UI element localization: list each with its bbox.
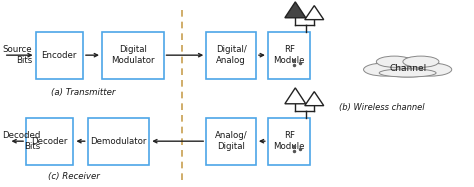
FancyBboxPatch shape (36, 32, 83, 79)
Ellipse shape (376, 56, 412, 67)
Text: Demodulator: Demodulator (91, 137, 146, 146)
Polygon shape (285, 88, 306, 104)
Text: RF
Module: RF Module (273, 45, 305, 65)
Text: Source
Bits: Source Bits (2, 45, 32, 65)
Text: Decoder: Decoder (32, 137, 68, 146)
Text: Channel: Channel (389, 64, 426, 73)
Text: (c) Receiver: (c) Receiver (47, 172, 100, 181)
FancyBboxPatch shape (206, 32, 256, 79)
Text: (a) Transmitter: (a) Transmitter (51, 88, 115, 97)
Ellipse shape (364, 63, 406, 76)
Polygon shape (305, 6, 324, 20)
Ellipse shape (374, 58, 442, 77)
Text: (b) Wireless channel: (b) Wireless channel (338, 103, 424, 112)
Polygon shape (305, 92, 324, 106)
FancyBboxPatch shape (206, 118, 256, 165)
Text: Digital
Modulator: Digital Modulator (111, 45, 155, 65)
Ellipse shape (379, 69, 436, 77)
Text: Decoded
Bits: Decoded Bits (2, 131, 41, 151)
Text: Encoder: Encoder (42, 51, 77, 60)
Polygon shape (285, 2, 306, 18)
Ellipse shape (409, 63, 452, 76)
Text: Digital/
Analog: Digital/ Analog (216, 45, 246, 65)
FancyBboxPatch shape (88, 118, 149, 165)
FancyBboxPatch shape (102, 32, 164, 79)
Text: RF
Module: RF Module (273, 131, 305, 151)
Text: Analog/
Digital: Analog/ Digital (215, 131, 247, 151)
FancyBboxPatch shape (26, 118, 73, 165)
Ellipse shape (403, 56, 439, 67)
FancyBboxPatch shape (268, 32, 310, 79)
FancyBboxPatch shape (268, 118, 310, 165)
